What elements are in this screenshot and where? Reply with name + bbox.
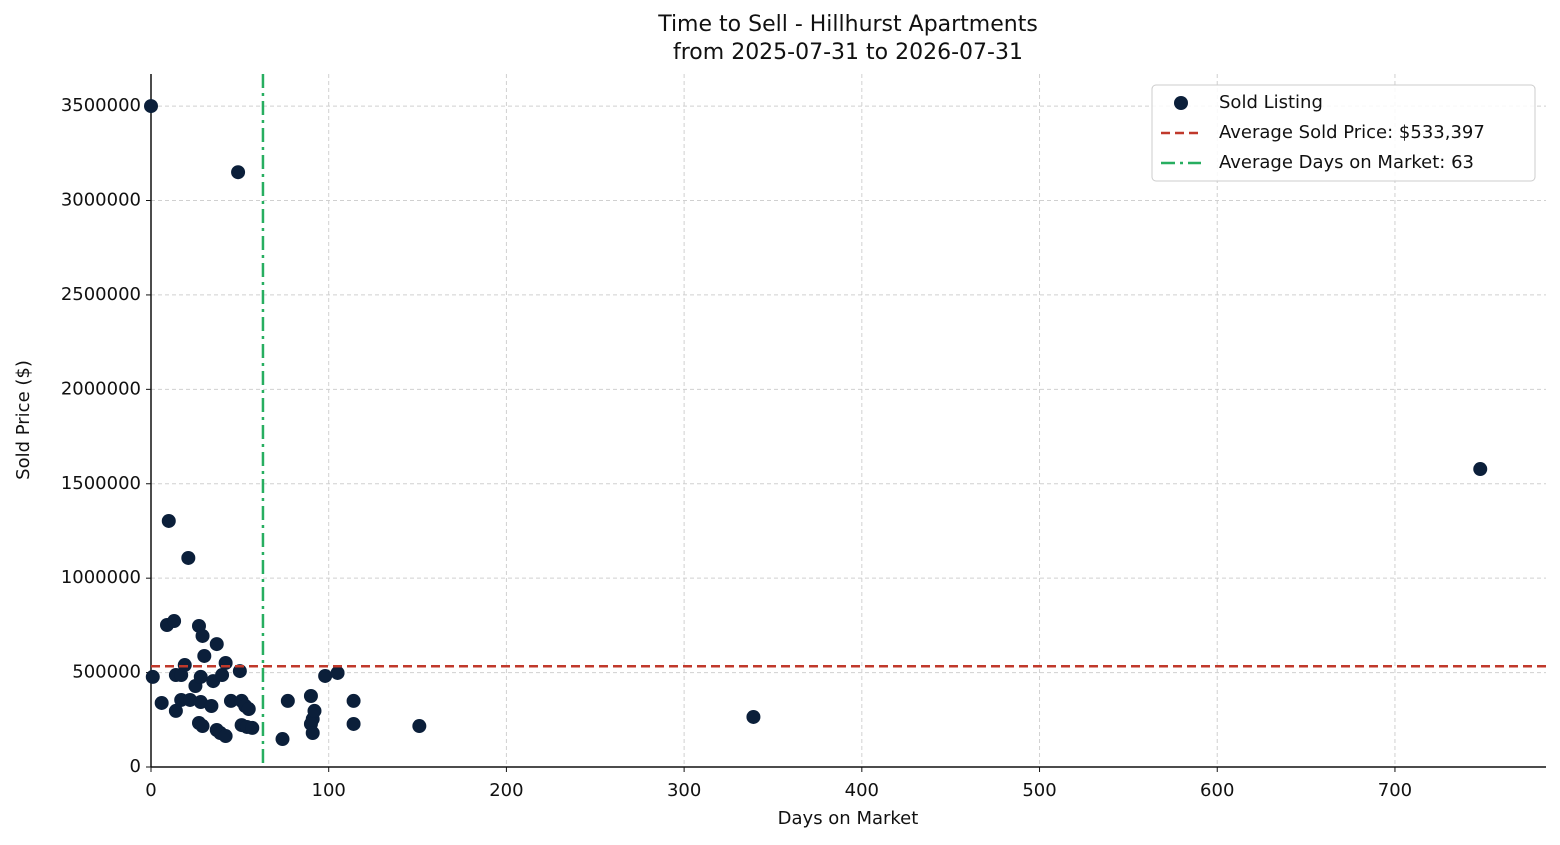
x-axis-label: Days on Market (778, 808, 919, 829)
point (303, 689, 318, 704)
point (167, 614, 182, 629)
point (275, 732, 290, 747)
point (145, 669, 160, 684)
point (746, 709, 761, 724)
point (412, 719, 427, 734)
x-tick-label: 200 (489, 780, 523, 801)
point (330, 665, 345, 680)
point (218, 655, 233, 670)
x-tick-label: 700 (1378, 780, 1412, 801)
legend-label: Average Days on Market: 63 (1219, 152, 1474, 173)
x-tick-label: 0 (145, 780, 156, 801)
point (346, 693, 361, 708)
point (204, 699, 219, 714)
y-tick-label: 3500000 (61, 95, 141, 116)
point (245, 720, 260, 735)
y-tick-label: 2000000 (61, 378, 141, 399)
legend-marker (1174, 96, 1188, 110)
point (161, 513, 176, 528)
point (181, 550, 196, 565)
y-axis-label: Sold Price ($) (13, 360, 34, 480)
point (280, 693, 295, 708)
y-tick-label: 1500000 (61, 473, 141, 494)
point (144, 99, 158, 114)
point (195, 628, 210, 643)
x-tick-label: 100 (312, 780, 346, 801)
point (183, 692, 198, 707)
legend-box (1151, 84, 1536, 182)
x-tick-label: 400 (845, 780, 879, 801)
x-tick-label: 600 (1200, 780, 1234, 801)
y-tick-label: 3000000 (61, 190, 141, 211)
point (307, 703, 322, 718)
y-tick-label: 1000000 (61, 567, 141, 588)
point (197, 648, 212, 663)
point (231, 165, 246, 180)
chart-subtitle: from 2025-07-31 to 2026-07-31 (673, 40, 1023, 65)
x-tick-label: 300 (667, 780, 701, 801)
y-tick-label: 2500000 (61, 284, 141, 305)
point (305, 726, 320, 741)
point (318, 668, 333, 683)
legend-label: Average Sold Price: $533,397 (1219, 122, 1485, 143)
point (209, 637, 224, 652)
point (193, 669, 208, 684)
point (346, 716, 361, 731)
point (232, 664, 247, 679)
point (193, 695, 208, 710)
chart-title: Time to Sell - Hillhurst Apartments (657, 12, 1038, 37)
point (218, 729, 233, 744)
point (215, 668, 230, 683)
legend-label: Sold Listing (1219, 92, 1323, 113)
y-tick-label: 500000 (72, 662, 141, 683)
point (1473, 462, 1488, 477)
x-tick-label: 500 (1022, 780, 1056, 801)
point (241, 702, 256, 717)
point (195, 719, 210, 734)
y-tick-label: 0 (130, 756, 141, 777)
point (168, 703, 183, 718)
point (223, 693, 238, 708)
point (154, 695, 169, 710)
